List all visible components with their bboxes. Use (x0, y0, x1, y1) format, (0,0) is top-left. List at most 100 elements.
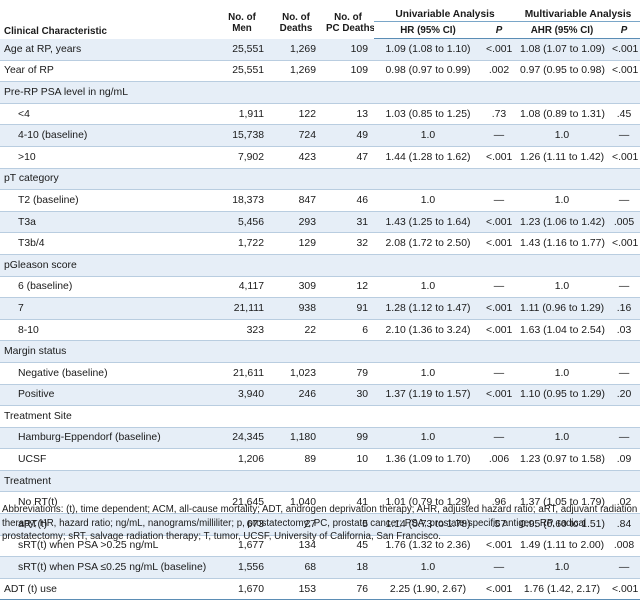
header-p-multivariable: P (608, 21, 640, 39)
cell-hr: 2.10 (1.36 to 3.24) (374, 319, 482, 342)
cell-pc-deaths: 10 (322, 448, 374, 471)
cell-pc-deaths: 109 (322, 38, 374, 61)
cell-p-multivariable: — (608, 427, 640, 450)
cell-pc-deaths: 99 (322, 427, 374, 450)
cell-deaths: 122 (270, 103, 322, 126)
cell-p-multivariable: — (608, 124, 640, 147)
row-label: Year of RP (0, 60, 214, 83)
cell-deaths: 1,040 (270, 491, 322, 515)
cell-p: <.001 (482, 38, 516, 61)
section-row: Margin status (0, 340, 640, 363)
cell-p: — (482, 362, 516, 385)
cell-p-multivariable: .09 (608, 448, 640, 471)
row-label: 4-10 (baseline) (0, 124, 214, 147)
cell-p-multivariable: <.001 (608, 232, 640, 255)
cell-p-multivariable: <.001 (608, 578, 640, 600)
row-label: 6 (baseline) (0, 276, 214, 299)
cell-p: — (482, 556, 516, 579)
cell-p-multivariable: .16 (608, 297, 640, 320)
cell-pc-deaths: 13 (322, 103, 374, 126)
table-row: UCSF 1,206 89 10 1.36 (1.09 to 1.70) .006 1.23… (0, 448, 640, 471)
table-row: 7 21,111 938 91 1.28 (1.12 to 1.47) <.001 1.11… (0, 297, 640, 320)
section-label: pGleason score (0, 254, 640, 277)
table-row: Year of RP 25,551 1,269 109 0.98 (0.97 to 0.… (0, 60, 640, 83)
cell-deaths: 27 (270, 513, 322, 536)
cell-ahr: 1.76 (1.42, 2.17) (516, 578, 608, 600)
cell-deaths: 153 (270, 578, 322, 600)
cell-deaths: 724 (270, 124, 322, 147)
table-row: No RT(t) 21,645 1,040 41 1.01 (0.79 to 1.29)… (0, 491, 640, 515)
header-p: P (482, 21, 516, 39)
cell-p-multivariable: — (608, 556, 640, 579)
section-label: pT category (0, 168, 640, 191)
cell-men: 21,111 (214, 297, 270, 320)
cell-hr: 1.0 (374, 189, 482, 212)
section-row: Pre-RP PSA level in ng/mL (0, 81, 640, 104)
cell-ahr: 1.08 (1.07 to 1.09) (516, 38, 608, 61)
cell-pc-deaths: 79 (322, 362, 374, 385)
cell-pc-deaths: 31 (322, 211, 374, 234)
cell-ahr: 1.37 (1.05 to 1.79) (516, 491, 608, 515)
cell-p: .006 (482, 448, 516, 471)
cell-p-multivariable: .02 (608, 491, 640, 515)
table-row: Hamburg-Eppendorf (baseline) 24,345 1,180 9… (0, 427, 640, 450)
row-label: 7 (0, 297, 214, 320)
cell-p: — (482, 276, 516, 299)
header-characteristic: Clinical Characteristic (4, 25, 107, 37)
cell-hr: 1.09 (1.08 to 1.10) (374, 38, 482, 61)
cell-men: 25,551 (214, 60, 270, 83)
cell-p: <.001 (482, 146, 516, 169)
cell-hr: 1.01 (0.79 to 1.29) (374, 491, 482, 515)
cell-men: 24,345 (214, 427, 270, 450)
cell-p-multivariable: <.001 (608, 38, 640, 61)
cell-ahr: 1.10 (0.95 to 1.29) (516, 384, 608, 407)
table-row: 8-10 323 22 6 2.10 (1.36 to 3.24) <.001 1.63 (… (0, 319, 640, 342)
cell-ahr: 1.23 (1.06 to 1.42) (516, 211, 608, 234)
cell-p-multivariable: — (608, 276, 640, 299)
cell-deaths: 68 (270, 556, 322, 579)
row-label: 8-10 (0, 319, 214, 342)
cell-hr: 1.36 (1.09 to 1.70) (374, 448, 482, 471)
table-row: T2 (baseline) 18,373 847 46 1.0—1.0— (0, 189, 640, 212)
section-row: pGleason score (0, 254, 640, 277)
table-row: aRT(t) 673 27 5 1.14 (0.73 to 1.78) .57 0.95 (… (0, 513, 640, 536)
table-row: 4-10 (baseline) 15,738 724 49 1.0—1.0— (0, 124, 640, 147)
cell-p-multivariable: .84 (608, 513, 640, 536)
cell-men: 1,911 (214, 103, 270, 126)
cell-ahr: 1.0 (516, 189, 608, 212)
section-label: Margin status (0, 340, 640, 363)
cell-hr: 1.03 (0.85 to 1.25) (374, 103, 482, 126)
cell-pc-deaths: 46 (322, 189, 374, 212)
cell-men: 7,902 (214, 146, 270, 169)
cell-men: 323 (214, 319, 270, 342)
header-multivariable: Multivariable Analysis (516, 6, 640, 22)
cell-p: — (482, 124, 516, 147)
section-row: pT category (0, 168, 640, 191)
row-label: No RT(t) (0, 491, 214, 515)
cell-men: 21,645 (214, 491, 270, 515)
cell-deaths: 293 (270, 211, 322, 234)
cell-pc-deaths: 30 (322, 384, 374, 407)
cell-hr: 1.0 (374, 556, 482, 579)
cell-deaths: 938 (270, 297, 322, 320)
cell-pc-deaths: 47 (322, 146, 374, 169)
row-label: T3b/4 (0, 232, 214, 255)
cell-pc-deaths: 41 (322, 491, 374, 515)
table-row: T3a 5,456 293 31 1.43 (1.25 to 1.64) <.001 1.2… (0, 211, 640, 234)
cell-pc-deaths: 32 (322, 232, 374, 255)
cell-ahr: 1.43 (1.16 to 1.77) (516, 232, 608, 255)
cell-p: <.001 (482, 297, 516, 320)
cell-deaths: 847 (270, 189, 322, 212)
table-row: <4 1,911 122 13 1.03 (0.85 to 1.25) .73 1.08 (… (0, 103, 640, 126)
cell-pc-deaths: 109 (322, 60, 374, 83)
cell-pc-deaths: 5 (322, 513, 374, 536)
cell-hr: 2.25 (1.90, 2.67) (374, 578, 482, 600)
cell-pc-deaths: 49 (322, 124, 374, 147)
header-univariable: Univariable Analysis (374, 6, 516, 22)
cell-p: .73 (482, 103, 516, 126)
cell-p-multivariable: — (608, 189, 640, 212)
cell-deaths: 1,269 (270, 60, 322, 83)
table-header: Clinical Characteristic No. of Men No. of… (0, 6, 640, 39)
cell-ahr: 1.26 (1.11 to 1.42) (516, 146, 608, 169)
cell-ahr: 1.63 (1.04 to 2.54) (516, 319, 608, 342)
